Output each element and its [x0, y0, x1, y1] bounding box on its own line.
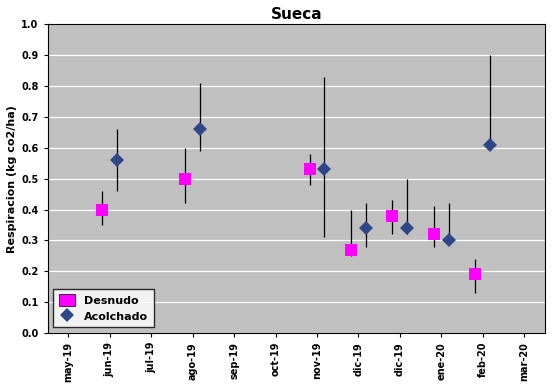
Legend: Desnudo, Acolchado: Desnudo, Acolchado [53, 289, 154, 328]
Title: Sueca: Sueca [270, 7, 322, 22]
Y-axis label: Respiracion (kg co2/ha): Respiracion (kg co2/ha) [7, 105, 17, 252]
